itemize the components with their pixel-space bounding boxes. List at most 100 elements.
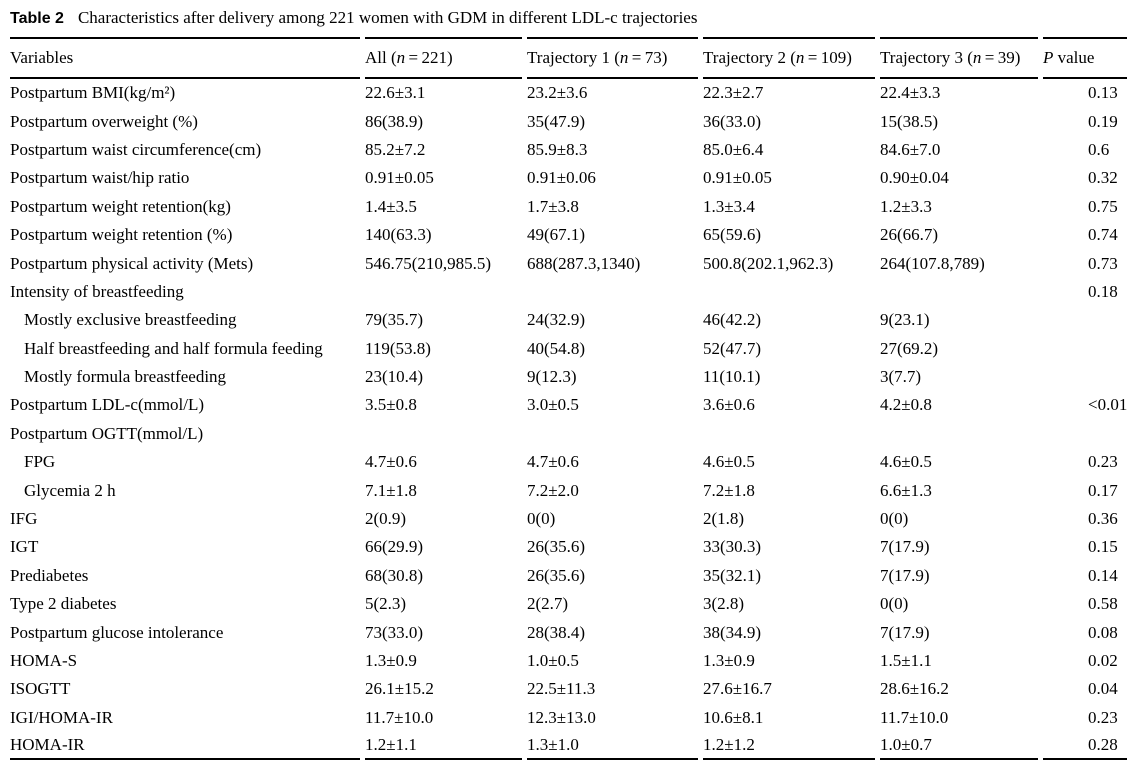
row-value: 26(35.6) <box>527 565 586 585</box>
col-header-trajectory-2: Trajectory 2 (n = 109) <box>703 37 875 79</box>
table-row: IGI/HOMA-IR 11.7±10.0 12.3±13.0 10.6±8.1 11.… <box>10 704 1127 732</box>
row-value: 35(32.1) <box>703 565 762 585</box>
row-p-value: 0.15 <box>1088 537 1118 557</box>
row-value: 1.0±0.7 <box>880 732 1038 761</box>
row-value: 49(67.1) <box>527 225 586 245</box>
row-value: 85.2±7.2 <box>365 139 426 159</box>
table-row: Postpartum weight retention(kg) 1.4±3.5 1.… <box>10 193 1127 221</box>
row-value: 7.1±1.8 <box>365 480 417 500</box>
table-row: Type 2 diabetes 5(2.3) 2(2.7) 3(2.8) 0(0) 0.5… <box>10 590 1127 618</box>
row-p-value: 0.23 <box>1088 707 1118 727</box>
row-value: 15(38.5) <box>880 111 939 131</box>
row-value: 33(30.3) <box>703 537 762 557</box>
row-value: 0.91±0.06 <box>527 168 596 188</box>
row-p-value: 0.13 <box>1088 83 1118 103</box>
row-value: 4.7±0.6 <box>365 452 417 472</box>
table-row: HOMA-IR 1.2±1.1 1.3±1.0 1.2±1.2 1.0±0.7 0.28 <box>10 732 1128 761</box>
row-value: 66(29.9) <box>365 537 424 557</box>
table-row: Postpartum OGTT(mmol/L) <box>10 420 1127 448</box>
row-value: 4.6±0.5 <box>880 452 932 472</box>
row-variable: Postpartum BMI(kg/m²) <box>10 83 176 103</box>
row-variable: Postpartum glucose intolerance <box>10 622 224 642</box>
row-value: 3.5±0.8 <box>365 395 417 415</box>
row-p-value <box>1043 335 1127 363</box>
row-p-value: 0.17 <box>1088 480 1118 500</box>
row-value: 1.3±0.9 <box>365 651 417 670</box>
row-value: 26(66.7) <box>880 225 939 245</box>
table-row: IGT 66(29.9) 26(35.6) 33(30.3) 7(17.9) 0.15 <box>10 533 1127 561</box>
row-value: 23(10.4) <box>365 367 424 387</box>
row-variable: Postpartum weight retention(kg) <box>10 196 231 216</box>
table-row: IFG 2(0.9) 0(0) 2(1.8) 0(0) 0.36 <box>10 505 1127 533</box>
row-value: 688(287.3,1340) <box>527 253 641 273</box>
row-value <box>365 278 522 306</box>
col-header-p-value: P value <box>1043 37 1128 79</box>
table-header: Variables All (n = 221) Trajectory 1 (n … <box>10 37 1128 79</box>
row-p-value: 0.04 <box>1088 679 1118 699</box>
row-value <box>880 420 1038 448</box>
row-variable: IFG <box>10 509 38 529</box>
row-value: 46(42.2) <box>703 310 762 330</box>
row-value: 73(33.0) <box>365 622 424 642</box>
row-value: 4.6±0.5 <box>703 452 755 472</box>
table-row: Mostly formula breastfeeding 23(10.4) 9(12… <box>10 363 1127 391</box>
row-value <box>880 278 1038 306</box>
row-variable: IGI/HOMA-IR <box>10 707 113 727</box>
row-variable: Postpartum weight retention (%) <box>10 225 233 245</box>
row-p-value: 0.36 <box>1088 509 1118 529</box>
row-value: 22.5±11.3 <box>527 679 596 699</box>
row-value: 22.4±3.3 <box>880 83 941 103</box>
table-body: Postpartum BMI(kg/m²) 22.6±3.1 23.2±3.6 22.… <box>10 79 1128 761</box>
table-row: Postpartum LDL-c(mmol/L) 3.5±0.8 3.0±0.5 3.… <box>10 391 1127 419</box>
row-value: 1.3±1.0 <box>527 732 698 761</box>
header-row: Variables All (n = 221) Trajectory 1 (n … <box>10 37 1128 79</box>
row-value: 0.91±0.05 <box>365 168 434 188</box>
row-value: 0.90±0.04 <box>880 168 949 188</box>
row-value: 3(7.7) <box>880 367 922 387</box>
table-row: Postpartum weight retention (%) 140(63.3)… <box>10 221 1127 249</box>
row-value: 79(35.7) <box>365 310 424 330</box>
table-row: Prediabetes 68(30.8) 26(35.6) 35(32.1) 7(17.… <box>10 562 1127 590</box>
row-value: 27(69.2) <box>880 338 939 358</box>
row-value: 9(12.3) <box>527 367 577 387</box>
row-value: 3(2.8) <box>703 594 745 614</box>
row-value: 24(32.9) <box>527 310 586 330</box>
table-row: FPG 4.7±0.6 4.7±0.6 4.6±0.5 4.6±0.5 0.23 <box>10 448 1127 476</box>
row-value: 7(17.9) <box>880 537 930 557</box>
row-value: 85.0±6.4 <box>703 139 764 159</box>
row-variable: Postpartum OGTT(mmol/L) <box>10 423 204 443</box>
row-p-value: <0.01 <box>1088 395 1128 415</box>
page: { "page": { "background": "#ffffff", "te… <box>0 8 1135 784</box>
row-value <box>703 420 875 448</box>
row-value: 23.2±3.6 <box>527 83 588 103</box>
row-p-value: 0.58 <box>1088 594 1118 614</box>
row-value: 1.2±1.1 <box>365 732 522 761</box>
row-value: 26.1±15.2 <box>365 679 434 699</box>
row-variable: Type 2 diabetes <box>10 594 117 614</box>
row-value: 1.3±3.4 <box>703 196 755 216</box>
table-row: Postpartum physical activity (Mets) 546.7… <box>10 249 1127 277</box>
row-value: 22.6±3.1 <box>365 83 426 103</box>
table-row: Half breastfeeding and half formula feed… <box>10 335 1127 363</box>
row-p-value <box>1043 306 1127 334</box>
row-value: 85.9±8.3 <box>527 139 588 159</box>
row-value: 1.0±0.5 <box>527 651 579 670</box>
row-value: 0(0) <box>527 509 556 529</box>
row-value: 6.6±1.3 <box>880 480 932 500</box>
row-value: 11.7±10.0 <box>365 707 434 727</box>
row-variable: Postpartum waist/hip ratio <box>10 168 190 188</box>
table-row: Postpartum glucose intolerance 73(33.0) 28… <box>10 618 1127 646</box>
row-value: 4.2±0.8 <box>880 395 932 415</box>
row-value: 68(30.8) <box>365 565 424 585</box>
table-row: Postpartum waist/hip ratio 0.91±0.05 0.91±… <box>10 164 1127 192</box>
row-value: 7.2±2.0 <box>527 480 579 500</box>
row-value: 35(47.9) <box>527 111 586 131</box>
col-header-trajectory-1: Trajectory 1 (n = 73) <box>527 37 698 79</box>
row-value <box>365 420 522 448</box>
row-variable: ISOGTT <box>10 679 71 699</box>
row-value: 12.3±13.0 <box>527 707 596 727</box>
row-value: 11(10.1) <box>703 367 761 387</box>
row-value: 65(59.6) <box>703 225 762 245</box>
row-value: 11.7±10.0 <box>880 707 949 727</box>
table-row: Postpartum overweight (%) 86(38.9) 35(47.9… <box>10 107 1127 135</box>
